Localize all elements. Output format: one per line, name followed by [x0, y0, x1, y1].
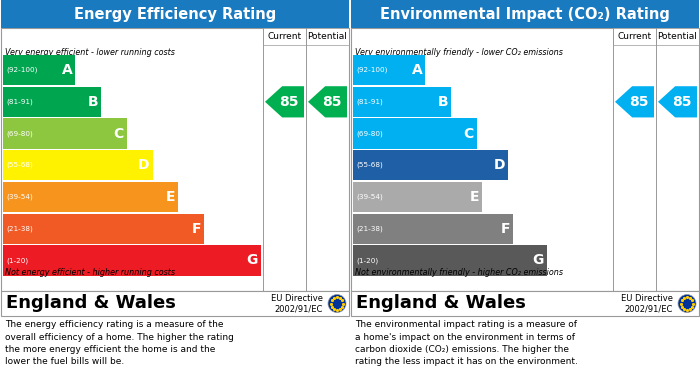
Text: England & Wales: England & Wales — [6, 294, 176, 312]
Text: E: E — [470, 190, 479, 204]
Text: EU Directive
2002/91/EC: EU Directive 2002/91/EC — [271, 294, 323, 313]
Polygon shape — [265, 86, 304, 117]
Text: (1-20): (1-20) — [6, 257, 28, 264]
Text: D: D — [494, 158, 505, 172]
Text: (55-68): (55-68) — [356, 162, 383, 169]
Text: Current: Current — [267, 32, 302, 41]
Text: E: E — [166, 190, 176, 204]
Text: 85: 85 — [672, 95, 692, 109]
Text: G: G — [532, 253, 543, 267]
Text: Very energy efficient - lower running costs: Very energy efficient - lower running co… — [5, 48, 175, 57]
Text: The energy efficiency rating is a measure of the
overall efficiency of a home. T: The energy efficiency rating is a measur… — [5, 320, 234, 366]
Text: Energy Efficiency Rating: Energy Efficiency Rating — [74, 7, 276, 22]
Bar — [353, 182, 482, 212]
Polygon shape — [615, 86, 654, 117]
Bar — [3, 182, 178, 212]
Text: C: C — [463, 127, 474, 140]
Text: Not energy efficient - higher running costs: Not energy efficient - higher running co… — [5, 268, 175, 277]
Text: (81-91): (81-91) — [356, 99, 383, 105]
Bar — [353, 245, 547, 276]
Text: D: D — [138, 158, 150, 172]
Text: Potential: Potential — [657, 32, 697, 41]
Text: Not environmentally friendly - higher CO₂ emissions: Not environmentally friendly - higher CO… — [355, 268, 563, 277]
Text: Environmental Impact (CO₂) Rating: Environmental Impact (CO₂) Rating — [380, 7, 670, 22]
Text: (1-20): (1-20) — [356, 257, 378, 264]
Bar — [3, 118, 127, 149]
Circle shape — [328, 294, 346, 312]
Bar — [351, 0, 699, 28]
Bar — [3, 245, 261, 276]
Bar — [306, 28, 349, 45]
Polygon shape — [658, 86, 697, 117]
Bar — [353, 55, 425, 85]
Text: (39-54): (39-54) — [6, 194, 33, 200]
Text: The environmental impact rating is a measure of
a home's impact on the environme: The environmental impact rating is a mea… — [355, 320, 578, 366]
Bar — [353, 213, 513, 244]
Text: C: C — [113, 127, 124, 140]
Text: 85: 85 — [629, 95, 648, 109]
Text: (39-54): (39-54) — [356, 194, 383, 200]
Text: B: B — [438, 95, 448, 109]
Bar — [3, 150, 153, 180]
Bar — [353, 87, 451, 117]
Text: (69-80): (69-80) — [6, 130, 33, 137]
Bar — [353, 150, 508, 180]
Bar — [263, 28, 306, 45]
Text: EU Directive
2002/91/EC: EU Directive 2002/91/EC — [621, 294, 673, 313]
Bar — [1, 291, 349, 316]
Circle shape — [678, 294, 696, 312]
Text: (92-100): (92-100) — [356, 67, 387, 74]
Text: G: G — [246, 253, 258, 267]
Bar — [351, 28, 699, 291]
Text: (69-80): (69-80) — [356, 130, 383, 137]
Text: England & Wales: England & Wales — [356, 294, 526, 312]
Text: (21-38): (21-38) — [6, 226, 33, 232]
Bar — [353, 118, 477, 149]
Bar — [351, 291, 699, 316]
Bar — [1, 28, 349, 291]
Bar — [1, 0, 349, 28]
Text: 85: 85 — [322, 95, 342, 109]
Text: A: A — [412, 63, 422, 77]
Text: 85: 85 — [279, 95, 298, 109]
Text: (92-100): (92-100) — [6, 67, 37, 74]
Bar — [3, 213, 204, 244]
Text: Very environmentally friendly - lower CO₂ emissions: Very environmentally friendly - lower CO… — [355, 48, 563, 57]
Text: F: F — [192, 222, 201, 236]
Bar — [3, 55, 75, 85]
Bar — [656, 28, 699, 45]
Text: Potential: Potential — [307, 32, 347, 41]
Text: (21-38): (21-38) — [356, 226, 383, 232]
Text: (81-91): (81-91) — [6, 99, 33, 105]
Polygon shape — [308, 86, 347, 117]
Bar — [613, 28, 656, 45]
Text: A: A — [62, 63, 72, 77]
Text: B: B — [88, 95, 98, 109]
Text: Current: Current — [617, 32, 652, 41]
Text: (55-68): (55-68) — [6, 162, 33, 169]
Bar — [3, 87, 101, 117]
Text: F: F — [500, 222, 510, 236]
